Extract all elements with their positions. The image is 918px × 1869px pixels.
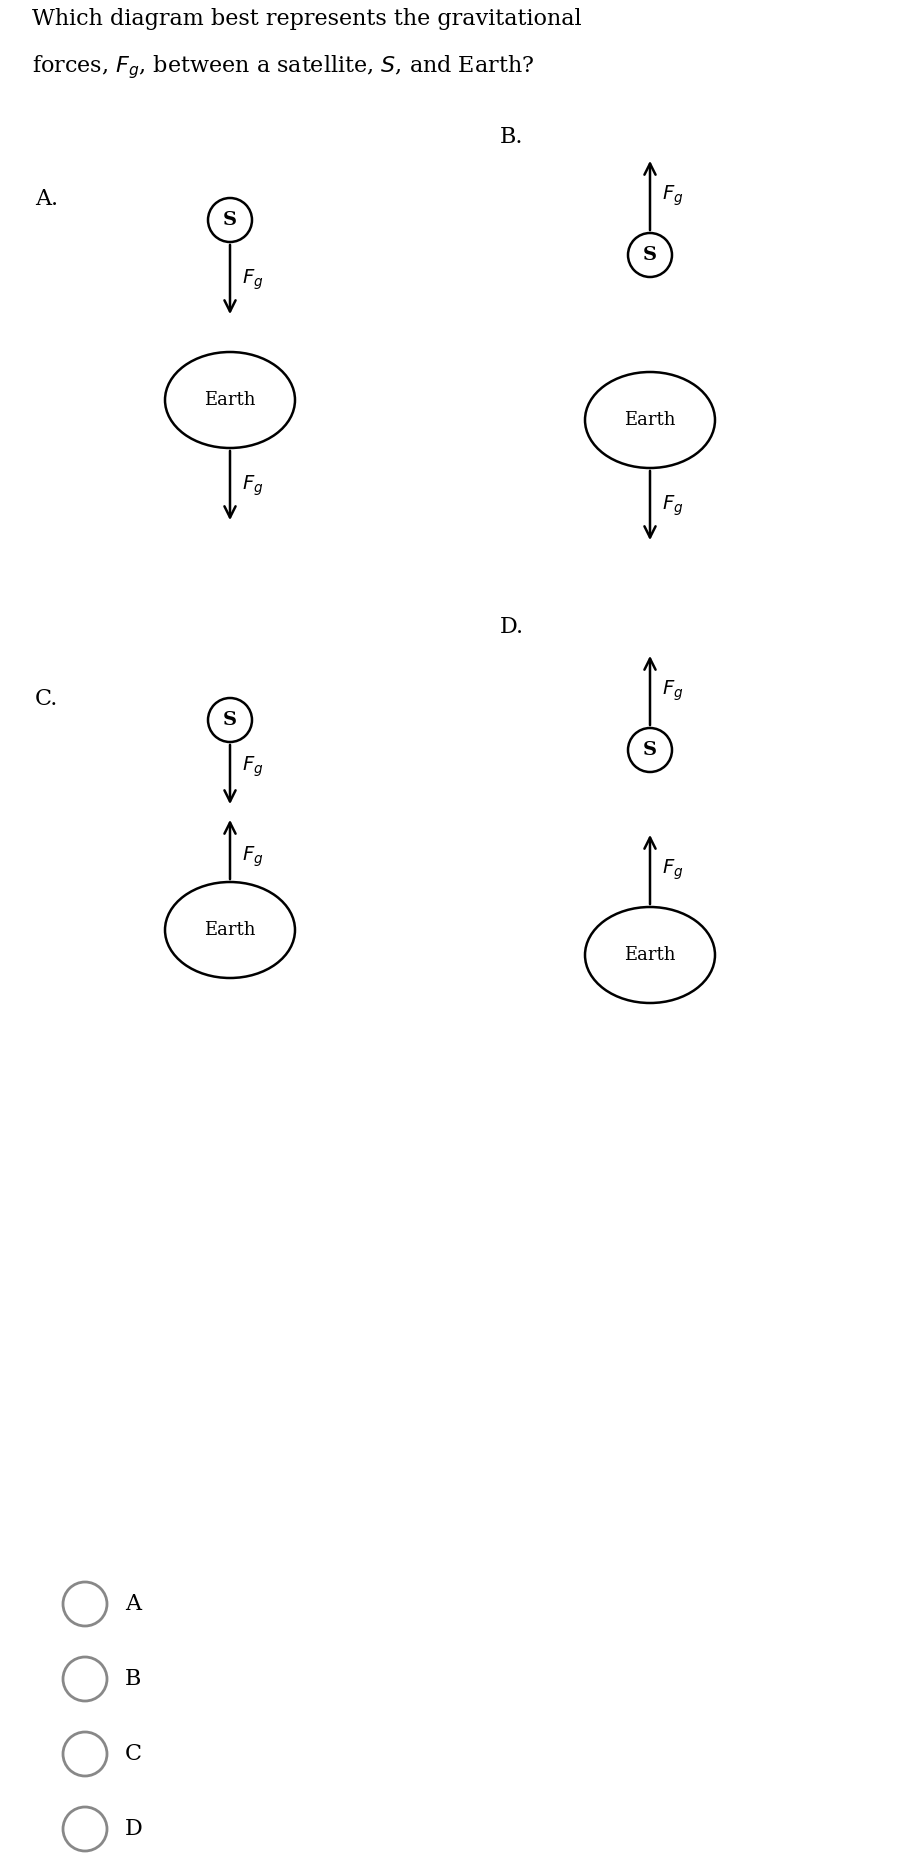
Text: S: S — [643, 740, 657, 759]
Text: $F_g$: $F_g$ — [242, 267, 263, 292]
Text: $F_g$: $F_g$ — [662, 493, 683, 518]
Text: D: D — [125, 1819, 143, 1839]
Text: $F_g$: $F_g$ — [242, 473, 263, 497]
Text: C: C — [125, 1744, 142, 1764]
Text: B.: B. — [500, 125, 523, 148]
Text: forces, $F_g$, between a satellite, $S$, and Earth?: forces, $F_g$, between a satellite, $S$,… — [32, 52, 534, 80]
Text: S: S — [223, 211, 237, 230]
Text: Earth: Earth — [624, 946, 676, 964]
Text: $F_g$: $F_g$ — [662, 678, 683, 703]
Text: S: S — [223, 710, 237, 729]
Text: S: S — [643, 247, 657, 264]
Text: A.: A. — [35, 189, 58, 209]
Text: Earth: Earth — [624, 411, 676, 430]
Text: Earth: Earth — [204, 391, 256, 409]
Text: $F_g$: $F_g$ — [242, 845, 263, 869]
Text: Earth: Earth — [204, 921, 256, 938]
Text: A: A — [125, 1592, 141, 1615]
Text: $F_g$: $F_g$ — [662, 183, 683, 207]
Text: C.: C. — [35, 688, 59, 710]
Text: $F_g$: $F_g$ — [242, 755, 263, 779]
Text: Which diagram best represents the gravitational: Which diagram best represents the gravit… — [32, 7, 582, 30]
Text: D.: D. — [500, 617, 524, 637]
Text: $F_g$: $F_g$ — [662, 858, 683, 882]
Text: B: B — [125, 1667, 141, 1690]
